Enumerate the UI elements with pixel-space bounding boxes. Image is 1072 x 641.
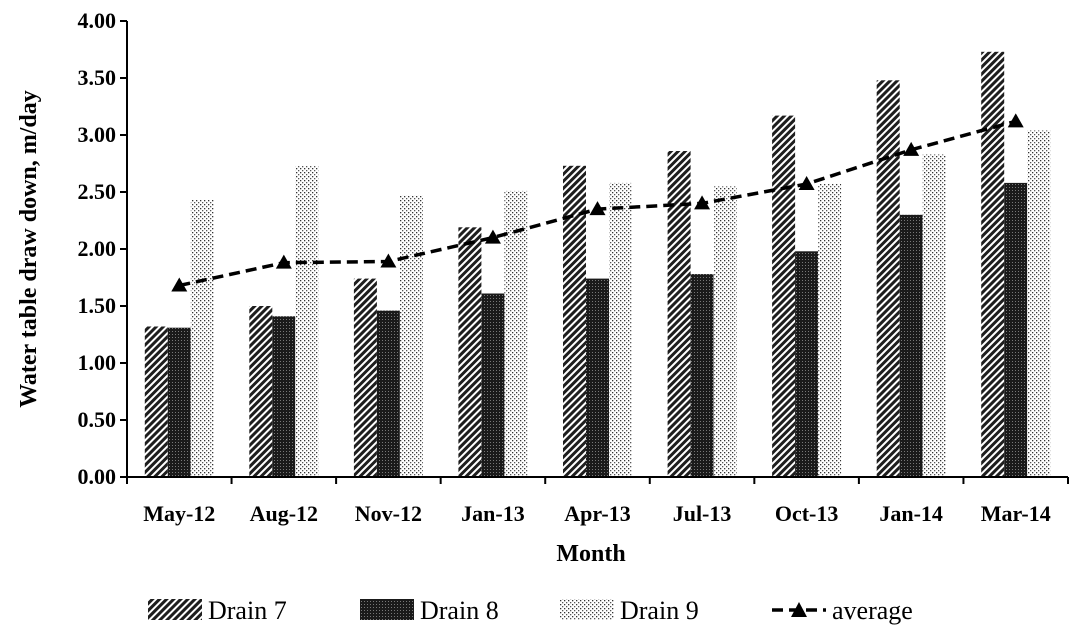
legend-label-average: average [832, 596, 913, 625]
bar-drain-8-oct-13 [795, 251, 819, 477]
y-tick-label: 0.50 [78, 407, 117, 432]
bar-drain-9-jan-13 [504, 190, 528, 477]
bar-drain-7-jul-13 [667, 151, 691, 477]
legend-swatch-drain-7 [148, 599, 202, 620]
x-tick-label: Jan-14 [879, 501, 943, 526]
bar-drain-9-oct-13 [818, 184, 842, 477]
avg-marker-apr-13 [589, 201, 606, 216]
avg-marker-aug-12 [275, 254, 292, 269]
legend-marker-average [791, 602, 807, 617]
x-tick-label: Oct-13 [775, 501, 839, 526]
bar-drain-7-apr-13 [563, 165, 586, 478]
y-axis-title: Water table draw down, m/day [16, 90, 42, 408]
bar-drain-7-jan-13 [458, 227, 482, 477]
avg-marker-may-12 [171, 277, 188, 292]
bar-drain-8-nov-12 [376, 310, 400, 477]
x-tick-label: Aug-12 [250, 501, 318, 526]
x-axis-title: Month [556, 541, 625, 567]
bar-drain-7-aug-12 [249, 306, 273, 477]
bar-drain-9-nov-12 [399, 195, 423, 477]
bar-drain-9-jan-14 [922, 154, 946, 477]
legend: Drain 7 Drain 8 Drain 9 average [148, 596, 913, 625]
bar-drain-8-mar-14 [1004, 182, 1028, 477]
bar-drain-7-oct-13 [772, 115, 796, 477]
y-tick-label: 3.50 [78, 65, 117, 90]
avg-marker-jan-13 [484, 229, 501, 244]
bar-drain-9-jul-13 [713, 186, 737, 478]
bar-drain-9-apr-13 [609, 182, 632, 477]
avg-marker-nov-12 [380, 253, 397, 268]
bar-drain-7-jan-14 [876, 80, 900, 478]
avg-marker-oct-13 [798, 176, 815, 191]
bar-drain-9-mar-14 [1027, 130, 1051, 477]
bar-drain-9-may-12 [190, 200, 214, 477]
bar-drain-8-jan-13 [481, 293, 505, 477]
x-tick-label: Apr-13 [564, 501, 630, 526]
bar-drain-7-may-12 [144, 326, 168, 477]
avg-marker-jul-13 [694, 195, 711, 210]
y-tick-label: 2.50 [78, 179, 117, 204]
bar-drain-8-jul-13 [690, 274, 714, 477]
legend-label-drain-7: Drain 7 [208, 596, 287, 625]
legend-swatch-drain-9 [560, 599, 614, 620]
y-tick-label: 1.50 [78, 293, 117, 318]
y-tick-label: 4.00 [78, 8, 117, 33]
legend-label-drain-9: Drain 9 [620, 596, 699, 625]
x-tick-label: Mar-14 [981, 501, 1051, 526]
y-tick-label: 1.00 [78, 350, 117, 375]
x-tick-label: Jul-13 [673, 501, 732, 526]
bar-drain-7-nov-12 [353, 278, 377, 477]
bar-drain-8-apr-13 [586, 278, 609, 477]
avg-marker-mar-14 [1007, 113, 1024, 128]
y-tick-label: 3.00 [78, 122, 117, 147]
bar-drain-8-jan-14 [899, 214, 923, 478]
bar-drain-8-may-12 [167, 327, 191, 477]
x-tick-label: May-12 [143, 501, 215, 526]
bar-drain-7-mar-14 [981, 51, 1005, 478]
x-tick-label: Nov-12 [355, 501, 422, 526]
x-tick-label: Jan-13 [461, 501, 525, 526]
legend-swatch-drain-8 [360, 599, 414, 620]
bar-drain-9-aug-12 [295, 165, 319, 478]
y-tick-label: 2.00 [78, 236, 117, 261]
y-tick-label: 0.00 [78, 464, 117, 489]
bar-drain-8-aug-12 [272, 316, 296, 477]
legend-label-drain-8: Drain 8 [420, 596, 499, 625]
avg-marker-jan-14 [903, 141, 920, 156]
